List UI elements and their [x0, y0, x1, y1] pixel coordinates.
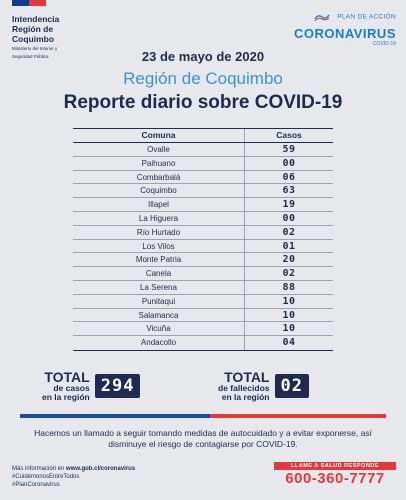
cases-table: Comuna Casos Ovalle 59 Paihuano 00 Combarbal…: [73, 128, 333, 351]
total-fallecidos-line1: TOTAL: [224, 368, 270, 385]
comuna-cell: Río Hurtado: [73, 225, 245, 239]
total-fallecidos: TOTAL de fallecidos en la región 02: [218, 369, 309, 403]
comuna-cell: Monte Patria: [73, 253, 245, 267]
comuna-cell: Paihuano: [73, 156, 245, 170]
plan-sub: COVID-19: [372, 41, 396, 47]
table-row: Coquimbo 63: [73, 184, 333, 199]
phone-number[interactable]: 600-360-7777: [285, 470, 385, 487]
table-row: Punitaqui 10: [73, 294, 333, 309]
table-row: Vicuña 10: [73, 322, 333, 337]
casos-cell: 20: [282, 254, 296, 266]
total-fallecidos-line3: en la región: [221, 392, 270, 402]
table-header: Comuna Casos: [73, 129, 333, 143]
table-row: Canela 02: [73, 267, 333, 281]
flag-red-stripe: [29, 0, 46, 6]
total-fallecidos-line2: de fallecidos: [218, 382, 270, 393]
casos-cell: 04: [282, 337, 296, 349]
salud-responde: LLAME A SALUD RESPONDE 600-360-7777: [274, 462, 396, 487]
hashtag-1: #CuidémonosEntreTodos: [12, 474, 80, 480]
advice-message: Hacemos un llamado a seguir tomando medi…: [34, 428, 372, 449]
more-info-line: Más información en www.gob.cl/coronaviru…: [12, 465, 135, 473]
total-casos-line1: TOTAL: [44, 368, 90, 385]
casos-cell: 10: [282, 323, 296, 335]
casos-cell: 02: [282, 268, 296, 280]
table-row: Illapel 19: [73, 198, 333, 212]
comuna-cell: La Higuera: [73, 211, 245, 225]
total-casos: TOTAL de casos en la región 294: [42, 369, 141, 403]
casos-cell: 59: [282, 144, 296, 155]
casos-cell: 10: [282, 295, 296, 307]
gov-name-line-3: Coquimbo: [12, 34, 55, 44]
table-row: Monte Patria 20: [73, 253, 333, 268]
region-title: Región de Coquimbo: [123, 69, 283, 88]
table-row: Combarbalá 06: [73, 170, 333, 185]
casos-cell: 10: [282, 309, 296, 321]
header-comuna: Comuna: [73, 129, 245, 142]
casos-cell: 88: [282, 281, 296, 293]
table-body: Ovalle 59 Paihuano 00 Combarbalá 06 Coquimbo 63…: [73, 143, 333, 350]
comuna-cell: Andacollo: [73, 336, 245, 350]
total-casos-line3: en la región: [42, 392, 90, 402]
header-casos: Casos: [276, 130, 302, 140]
plan-title: CORONAVIRUS: [293, 26, 396, 41]
comuna-cell: Vicuña: [73, 322, 245, 336]
comuna-cell: Coquimbo: [73, 184, 245, 198]
table-row: Paihuano 00: [73, 156, 333, 171]
divider-red: [210, 414, 386, 418]
total-fallecidos-value: 02: [274, 374, 309, 398]
footer-info: Más información en www.gob.cl/coronaviru…: [12, 465, 135, 489]
call-label: LLAME A SALUD RESPONDE: [274, 462, 396, 470]
gov-flag-bar: [12, 0, 46, 6]
gov-name-line-1: Intendencia: [12, 14, 60, 24]
total-casos-value: 294: [94, 374, 141, 398]
casos-cell: 00: [282, 157, 296, 169]
report-date: 23 de mayo de 2020: [141, 49, 265, 64]
comuna-cell: Salamanca: [73, 308, 245, 322]
casos-cell: 19: [282, 199, 296, 211]
gov-name-line-2: Región de: [12, 24, 54, 34]
casos-cell: 02: [282, 226, 296, 238]
wave-icon: [314, 14, 330, 22]
hashtag-2: #PlanCoronavirus: [12, 482, 60, 488]
table-row: Andacollo 04: [73, 336, 333, 350]
table-row: Ovalle 59: [73, 143, 333, 157]
more-info-prefix: Más información en: [12, 466, 67, 472]
comuna-cell: Los Vilos: [73, 239, 245, 253]
comuna-cell: Ovalle: [73, 143, 245, 156]
report-title: Reporte diario sobre COVID-19: [63, 92, 343, 113]
casos-cell: 01: [282, 240, 296, 252]
gov-sub-line-2: Seguridad Pública: [12, 53, 49, 59]
comuna-cell: Canela: [73, 267, 245, 280]
casos-cell: 63: [282, 185, 296, 197]
gov-sub-line-1: Ministerio del Interior y: [12, 46, 58, 51]
flag-blue-stripe: [12, 0, 29, 6]
casos-cell: 00: [282, 212, 296, 224]
divider-bar: [20, 414, 386, 418]
gov-logo-block: Intendencia Región de Coquimbo Ministeri…: [12, 14, 122, 59]
comuna-cell: Punitaqui: [73, 294, 245, 308]
table-row: La Serena 88: [73, 280, 333, 295]
total-casos-line2: de casos: [53, 382, 90, 393]
divider-blue: [20, 414, 210, 418]
casos-cell: 06: [282, 171, 296, 183]
table-row: Los Vilos 01: [73, 239, 333, 254]
table-row: La Higuera 00: [73, 211, 333, 226]
total-fallecidos-label: TOTAL de fallecidos en la región: [218, 370, 270, 403]
table-row: Salamanca 10: [73, 308, 333, 323]
table-row: Río Hurtado 02: [73, 225, 333, 240]
more-info-link[interactable]: www.gob.cl/coronavirus: [66, 466, 136, 472]
comuna-cell: La Serena: [73, 280, 245, 294]
comuna-cell: Combarbalá: [73, 170, 245, 184]
plan-label: PLAN DE ACCIÓN: [337, 13, 396, 21]
plan-coronavirus-logo: PLAN DE ACCIÓN CORONAVIRUS COVID-19: [246, 8, 396, 47]
comuna-cell: Illapel: [73, 198, 245, 211]
total-casos-label: TOTAL de casos en la región: [42, 370, 90, 403]
